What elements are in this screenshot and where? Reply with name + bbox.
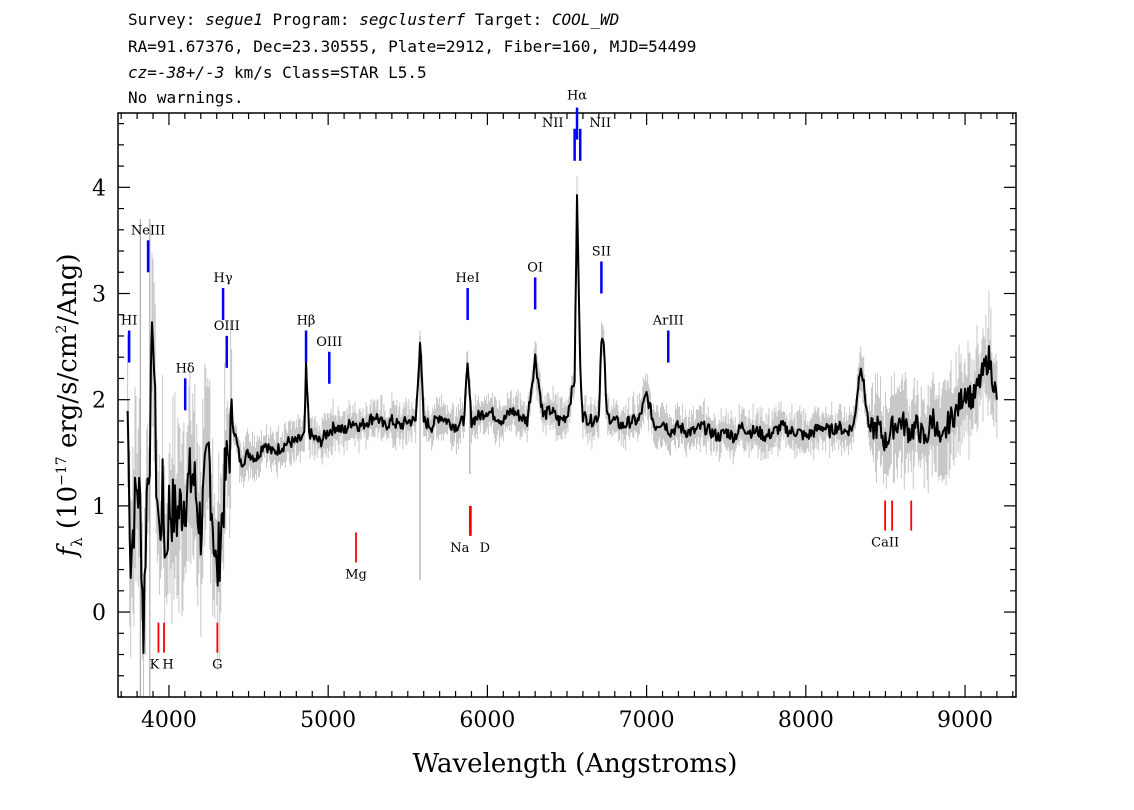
emission-line-label: HI xyxy=(121,314,137,329)
absorption-line-label: K xyxy=(150,658,160,673)
emission-line-label: HeI xyxy=(456,271,480,286)
y-axis-title-part: (10 xyxy=(53,486,83,538)
emission-line-label: Hβ xyxy=(297,314,316,329)
emission-line-label: OIII xyxy=(214,319,240,334)
x-axis-title: Wavelength (Angstroms) xyxy=(413,749,738,779)
absorption-line-label: D xyxy=(480,541,490,556)
x-tick-label: 9000 xyxy=(937,708,993,733)
absorption-line-label: H xyxy=(162,658,173,673)
absorption-line-label: Mg xyxy=(345,567,367,582)
emission-line-label: NII xyxy=(589,116,611,131)
redshift-value: cz=-38+/-3 xyxy=(128,63,225,82)
x-tick-label: 8000 xyxy=(778,708,834,733)
plot-frame xyxy=(117,112,1017,698)
x-tick-label: 5000 xyxy=(300,708,356,733)
emission-line-label: Hα xyxy=(567,89,587,104)
absorption-line-label: Na xyxy=(450,541,469,556)
emission-line-label: NeIII xyxy=(131,223,165,238)
absorption-line-label: CaII xyxy=(871,536,899,551)
survey-prefix: Survey: xyxy=(128,10,206,29)
y-axis-title: fλ (10−17 erg/s/cm2/Ang) xyxy=(53,254,86,559)
x-tick-label: 4000 xyxy=(141,708,197,733)
x-tick-label: 7000 xyxy=(619,708,675,733)
emission-line-label: NII xyxy=(542,116,564,131)
warnings-text: No warnings. xyxy=(128,88,244,107)
target-prefix: Target: xyxy=(465,10,552,29)
y-tick-label: 1 xyxy=(92,495,106,520)
absorption-line-label: G xyxy=(212,658,222,673)
y-tick-label: 3 xyxy=(92,283,106,308)
y-axis-title-part: λ xyxy=(68,537,86,547)
program-value: segclusterf xyxy=(359,10,466,29)
emission-line-label: OIII xyxy=(316,335,342,350)
y-axis-title-part: /Ang) xyxy=(53,254,83,325)
x-tick-label: 6000 xyxy=(459,708,515,733)
target-value: COOL_WD xyxy=(551,10,620,29)
flux-series-line xyxy=(126,194,998,654)
emission-line-label: SII xyxy=(592,245,611,260)
program-prefix: Program: xyxy=(262,10,360,29)
y-tick-label: 2 xyxy=(92,389,106,414)
y-axis-title-part: −17 xyxy=(54,456,70,486)
header-line-2: RA=91.67376, Dec=23.30555, Plate=2912, F… xyxy=(128,37,697,56)
flux-error-band xyxy=(127,175,998,697)
y-axis-title-part: erg/s/cm xyxy=(53,334,83,457)
header-line-3: cz=-38+/-3 km/s Class=STAR L5.5 xyxy=(128,63,427,83)
y-tick-label: 4 xyxy=(92,176,106,201)
header-line-1: Survey: segue1 Program: segclusterf Targ… xyxy=(128,10,619,30)
emission-line-label: Hγ xyxy=(214,271,233,286)
y-axis-title-part: 2 xyxy=(54,325,70,334)
y-tick-label: 0 xyxy=(92,601,106,626)
class-text: km/s Class=STAR L5.5 xyxy=(224,63,427,82)
survey-value: segue1 xyxy=(205,10,263,29)
emission-line-label: OI xyxy=(527,260,543,275)
emission-line-label: Hδ xyxy=(176,361,195,376)
emission-line-label: ArIII xyxy=(652,314,684,329)
